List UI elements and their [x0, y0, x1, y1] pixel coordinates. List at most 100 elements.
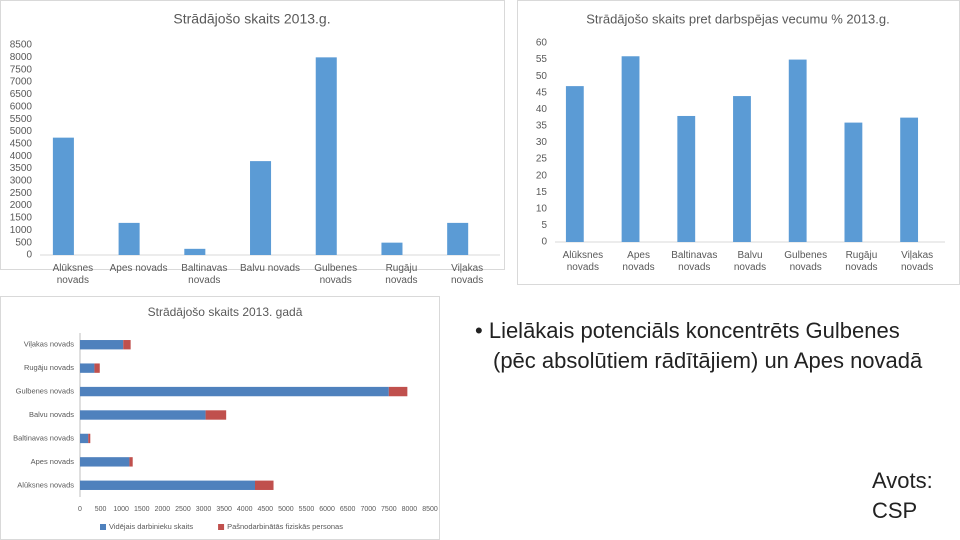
legend-swatch	[100, 524, 106, 530]
y-tick-label: 2500	[10, 188, 33, 199]
bar	[118, 222, 140, 255]
y-tick-label: 7000	[10, 77, 33, 88]
x-tick-label: 4500	[258, 506, 274, 513]
bar	[621, 56, 640, 243]
y-tick-label: 5500	[10, 114, 33, 125]
bullet-body: Lielākais potenciāls koncentrēts Gulbene…	[488, 318, 923, 373]
y-tick-label: 35	[536, 121, 548, 132]
y-tick-label: 2000	[10, 200, 33, 211]
bar	[788, 59, 807, 243]
x-tick-label-box: Alūksnes novads	[563, 250, 604, 273]
y-tick-label: Gulbenes novads	[16, 387, 75, 396]
bar	[733, 96, 751, 242]
bar	[315, 57, 337, 256]
x-tick-label-box: Baltinavas novads	[181, 263, 228, 286]
bullet-text: • Lielākais potenciāls koncentrēts Gulbe…	[475, 318, 923, 373]
y-tick-label: 8500	[10, 40, 33, 51]
bar-segment	[80, 340, 124, 350]
y-tick-label: 25	[536, 154, 548, 165]
x-tick-label: 6000	[319, 506, 335, 513]
bar-segment	[94, 363, 100, 373]
y-tick-label: Rugāju novads	[24, 363, 74, 372]
bar-segment	[80, 480, 255, 490]
x-tick-label: Balvu novads	[733, 250, 767, 273]
bar-segment	[129, 457, 133, 467]
y-tick-label: Baltinavas novads	[13, 433, 74, 442]
y-tick-label: 10	[536, 203, 548, 214]
x-tick-label: 5500	[299, 506, 315, 513]
x-tick-label: Apes novads	[109, 263, 168, 274]
x-tick-label-box: Rugāju novads	[845, 250, 877, 273]
y-tick-label: 50	[536, 71, 548, 82]
y-tick-label: 4500	[10, 138, 33, 149]
x-tick-label: 8500	[422, 506, 438, 513]
chart-title: Strādājošo skaits 2013.g.	[173, 11, 330, 27]
x-tick-label: 2500	[175, 506, 191, 513]
y-tick-label: 15	[536, 187, 548, 198]
x-tick-label: 2000	[155, 506, 171, 513]
x-tick-label-box: Apes novads	[622, 250, 654, 273]
x-tick-label-box: Alūksnes novads	[52, 263, 94, 286]
x-tick-label: Rugāju novads	[385, 263, 418, 286]
x-tick-label: 6500	[340, 506, 356, 513]
x-tick-label: 8000	[402, 506, 418, 513]
x-tick-label: 3000	[196, 506, 212, 513]
x-tick-label: Viļakas novads	[451, 263, 484, 286]
y-tick-label: 5000	[10, 126, 33, 137]
x-tick-label: Baltinavas novads	[181, 263, 228, 286]
x-tick-label-box: Rugāju novads	[385, 263, 418, 286]
legend-swatch	[218, 524, 225, 530]
source-text: Avots: CSP	[872, 468, 933, 523]
x-tick-label-box: Viļakas novads	[901, 250, 933, 273]
bar-segment	[205, 410, 227, 420]
x-tick-label-box: Balvu novads	[240, 263, 300, 274]
y-tick-label: 8000	[10, 52, 33, 63]
x-tick-label-box: Gulbenes novads	[784, 250, 828, 273]
y-tick-label: 55	[536, 54, 548, 65]
x-tick-label: Baltinavas novads	[671, 250, 718, 273]
y-tick-label: 40	[536, 104, 548, 115]
y-tick-label: 3500	[10, 163, 33, 174]
x-tick-label: 0	[78, 506, 82, 513]
legend-label: Pašnodarbinātās fiziskās personas	[227, 522, 343, 531]
x-tick-label: 7500	[381, 506, 397, 513]
y-tick-label: 60	[536, 38, 548, 49]
y-tick-label: 6500	[10, 89, 33, 100]
x-tick-label-box: Gulbenes novads	[314, 263, 357, 286]
y-tick-label: Alūksnes novads	[17, 480, 74, 489]
bar	[900, 117, 919, 242]
bar	[381, 242, 403, 255]
bar-segment	[80, 410, 206, 420]
y-tick-label: 0	[541, 237, 547, 248]
y-tick-label: Balvu novads	[29, 410, 74, 419]
bar-segment	[388, 386, 408, 397]
x-tick-label: 1000	[113, 506, 129, 513]
y-tick-label: 1500	[10, 213, 33, 224]
y-tick-label: Apes novads	[31, 457, 75, 466]
bar	[52, 137, 74, 255]
y-tick-label: 4000	[10, 151, 33, 162]
y-tick-label: 3000	[10, 176, 33, 187]
y-tick-label: Viļakas novads	[24, 340, 75, 349]
x-tick-label: 1500	[134, 506, 150, 513]
chart-title: Strādājošo skaits 2013. gadā	[148, 305, 303, 319]
y-tick-label: 6000	[10, 101, 33, 112]
y-tick-label: 500	[15, 237, 32, 248]
bar	[677, 115, 696, 242]
x-tick-label: Alūksnes novads	[52, 263, 94, 286]
x-tick-label: 500	[95, 506, 107, 513]
x-tick-label-box: Baltinavas novads	[671, 250, 718, 273]
bar	[447, 222, 469, 255]
bar-segment	[80, 433, 89, 444]
bar-segment	[123, 340, 131, 350]
y-tick-label: 0	[26, 250, 32, 261]
x-tick-label-box: Balvu novads	[733, 250, 767, 273]
x-tick-label: 3500	[216, 506, 232, 513]
y-tick-label: 5	[541, 220, 547, 231]
x-tick-label: Gulbenes novads	[784, 250, 828, 273]
x-tick-label-box: Apes novads	[109, 263, 168, 274]
bar	[184, 248, 206, 255]
y-tick-label: 45	[536, 87, 548, 98]
